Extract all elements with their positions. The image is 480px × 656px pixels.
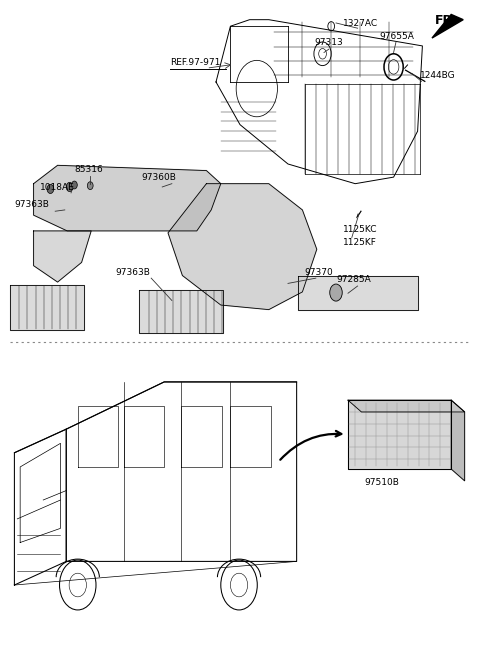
Polygon shape <box>139 290 223 333</box>
Polygon shape <box>432 14 463 38</box>
Text: 1244BG: 1244BG <box>420 71 456 80</box>
Circle shape <box>330 284 342 301</box>
Text: 97313: 97313 <box>314 38 343 47</box>
Text: FR.: FR. <box>434 14 457 28</box>
Text: 97655A: 97655A <box>379 31 414 41</box>
Text: 1125KC: 1125KC <box>343 225 378 234</box>
Text: 97370: 97370 <box>305 268 334 277</box>
Polygon shape <box>451 400 465 481</box>
Text: 85316: 85316 <box>74 165 103 174</box>
Text: 97363B: 97363B <box>14 199 49 209</box>
Text: 1327AC: 1327AC <box>343 18 378 28</box>
Polygon shape <box>348 400 465 412</box>
Text: REF.97-971: REF.97-971 <box>170 58 221 67</box>
Polygon shape <box>168 184 317 310</box>
Polygon shape <box>10 285 84 330</box>
Circle shape <box>66 182 73 192</box>
Circle shape <box>72 181 77 189</box>
Text: 97510B: 97510B <box>365 478 400 487</box>
Polygon shape <box>348 400 451 469</box>
Text: 97285A: 97285A <box>336 275 371 284</box>
Polygon shape <box>298 276 418 310</box>
Text: 97360B: 97360B <box>142 173 177 182</box>
Text: 97363B: 97363B <box>115 268 150 277</box>
Circle shape <box>87 182 93 190</box>
Polygon shape <box>34 231 91 282</box>
Text: 1125KF: 1125KF <box>343 238 377 247</box>
Text: 1018AE: 1018AE <box>40 182 74 192</box>
Polygon shape <box>34 165 221 231</box>
Circle shape <box>47 184 54 194</box>
